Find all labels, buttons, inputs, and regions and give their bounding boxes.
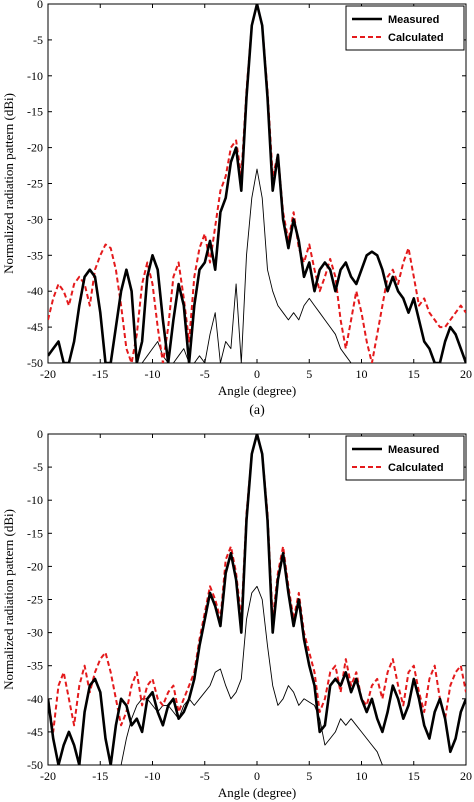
x-tick-label: 15 bbox=[408, 769, 420, 783]
y-tick-label: 0 bbox=[37, 0, 43, 11]
x-axis-label: Angle (degree) bbox=[218, 785, 296, 800]
series-measured-line bbox=[48, 434, 466, 765]
x-axis-label: Angle (degree) bbox=[218, 383, 296, 398]
series-measured-line bbox=[48, 4, 466, 363]
x-tick-label: -10 bbox=[145, 367, 161, 381]
legend-box bbox=[345, 5, 465, 51]
series-secondary-thin-line bbox=[141, 168, 352, 363]
legend-label-calculated: Calculated bbox=[388, 32, 444, 44]
x-tick-label: -15 bbox=[92, 367, 108, 381]
x-tick-label: 5 bbox=[306, 367, 312, 381]
panel-caption: (a) bbox=[249, 403, 265, 418]
x-tick-label: 15 bbox=[408, 367, 420, 381]
plot-frame bbox=[47, 3, 467, 364]
y-tick-label: -5 bbox=[33, 460, 43, 474]
y-tick-label: -50 bbox=[27, 356, 43, 370]
x-tick-label: 10 bbox=[356, 769, 368, 783]
legend-label-calculated: Calculated bbox=[388, 462, 444, 474]
y-axis-label: Normalized radiation pattern (dBi) bbox=[1, 93, 16, 274]
y-tick-label: -30 bbox=[27, 212, 43, 226]
legend-box bbox=[345, 435, 465, 481]
legend-label-measured: Measured bbox=[388, 14, 439, 26]
x-tick-label: 0 bbox=[254, 769, 260, 783]
y-tick-label: -20 bbox=[27, 141, 43, 155]
legend: Measured Calculated bbox=[345, 5, 465, 51]
x-tick-label: -10 bbox=[145, 769, 161, 783]
x-tick-label: 5 bbox=[306, 769, 312, 783]
y-tick-label: -5 bbox=[33, 33, 43, 47]
y-tick-label: -45 bbox=[27, 320, 43, 334]
y-tick-label: -10 bbox=[27, 493, 43, 507]
y-tick-label: -20 bbox=[27, 559, 43, 573]
x-tick-label: -15 bbox=[92, 769, 108, 783]
y-tick-label: -40 bbox=[27, 692, 43, 706]
y-axis-label: Normalized radiation pattern (dBi) bbox=[1, 509, 16, 690]
y-tick-label: -25 bbox=[27, 593, 43, 607]
y-tick-label: 0 bbox=[37, 427, 43, 441]
y-tick-label: -15 bbox=[27, 105, 43, 119]
y-tick-label: -35 bbox=[27, 248, 43, 262]
chart-panel-b: -20 -15 -10 -5 0 5 10 15 200-5-10-15-20-25-30-35… bbox=[1, 427, 472, 800]
chart-panel-a: -20 -15 -10 -5 0 5 10 15 200-5-10-15-20-25-30-35… bbox=[1, 0, 472, 418]
y-tick-label: -10 bbox=[27, 69, 43, 83]
y-tick-label: -25 bbox=[27, 177, 43, 191]
x-tick-label: -20 bbox=[40, 769, 56, 783]
series-secondary-thin-line bbox=[63, 585, 383, 765]
y-tick-label: -40 bbox=[27, 284, 43, 298]
legend: Measured Calculated bbox=[345, 435, 465, 481]
x-tick-label: -5 bbox=[200, 367, 210, 381]
y-tick-label: -45 bbox=[27, 725, 43, 739]
y-tick-label: -50 bbox=[27, 758, 43, 772]
x-tick-label: 10 bbox=[356, 367, 368, 381]
y-tick-label: -15 bbox=[27, 526, 43, 540]
x-tick-label: -5 bbox=[200, 769, 210, 783]
legend-label-measured: Measured bbox=[388, 444, 439, 456]
x-tick-label: -20 bbox=[40, 367, 56, 381]
series-calculated-line bbox=[48, 434, 466, 733]
y-tick-label: -30 bbox=[27, 626, 43, 640]
series-calculated-line bbox=[48, 4, 466, 363]
y-tick-label: -35 bbox=[27, 659, 43, 673]
x-tick-label: 20 bbox=[460, 769, 472, 783]
x-tick-label: 0 bbox=[254, 367, 260, 381]
x-tick-label: 20 bbox=[460, 367, 472, 381]
